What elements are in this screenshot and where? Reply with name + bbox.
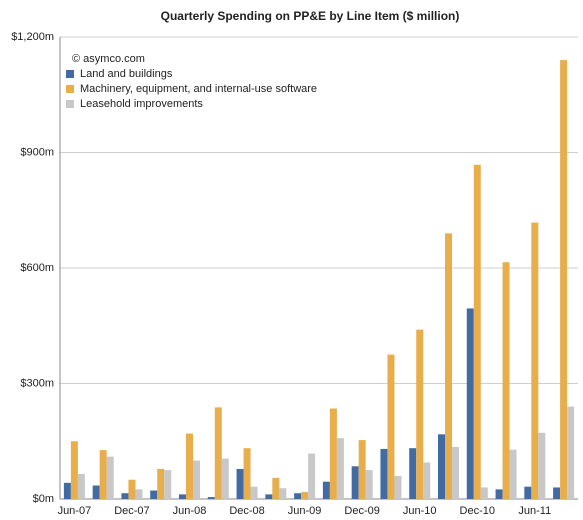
bar: [365, 470, 373, 499]
bar: [157, 468, 165, 499]
bar: [243, 448, 251, 499]
bar: [92, 485, 100, 499]
legend-swatch: [66, 100, 74, 108]
bar: [221, 458, 229, 499]
bar: [387, 354, 395, 499]
bar: [294, 493, 302, 499]
bar: [207, 497, 215, 499]
bar: [193, 460, 200, 499]
x-tick-label: Dec-10: [460, 505, 495, 517]
x-tick-label: Jun-09: [288, 505, 322, 517]
bar: [336, 438, 344, 499]
annotation: © asymco.com: [72, 53, 145, 65]
legend-label: Leasehold improvements: [80, 98, 203, 110]
legend-swatch: [66, 70, 74, 78]
bar: [380, 448, 388, 499]
bar: [409, 448, 417, 499]
bar: [329, 408, 337, 499]
bar: [438, 434, 445, 499]
bar: [186, 433, 193, 499]
bar: [473, 164, 481, 499]
bar: [560, 60, 568, 499]
bar: [531, 222, 539, 499]
x-tick-label: Jun-08: [173, 505, 207, 517]
bar: [272, 477, 280, 499]
bar: [99, 450, 107, 499]
bar: [250, 486, 258, 499]
bar: [265, 494, 273, 499]
bar: [236, 468, 244, 499]
bar: [214, 407, 222, 499]
bar: [524, 486, 532, 499]
bar: [70, 441, 78, 499]
bar: [121, 493, 129, 499]
bar: [128, 479, 136, 499]
bar: [77, 473, 85, 499]
bar: [279, 488, 287, 499]
bar: [150, 490, 158, 499]
bar: [553, 487, 561, 499]
bar: [135, 489, 143, 499]
x-tick-label: Dec-07: [114, 505, 149, 517]
y-tick-label: $1,200m: [11, 31, 54, 43]
bar: [509, 449, 517, 499]
bar: [351, 466, 359, 499]
y-tick-label: $600m: [20, 262, 54, 274]
bar: [538, 432, 546, 499]
bar: [394, 475, 402, 499]
bar: [308, 453, 316, 499]
bar: [416, 329, 424, 499]
bar: [502, 262, 510, 499]
bar: [358, 440, 366, 499]
bar: [445, 233, 452, 499]
x-tick-label: Jun-10: [403, 505, 437, 517]
x-tick-label: Dec-09: [344, 505, 379, 517]
legend-swatch: [66, 85, 74, 93]
legend-label: Machinery, equipment, and internal-use s…: [80, 83, 317, 95]
y-tick-label: $0m: [33, 493, 54, 505]
x-tick-label: Dec-08: [229, 505, 264, 517]
x-tick-label: Jun-07: [58, 505, 92, 517]
bar: [164, 470, 172, 499]
chart-title: Quarterly Spending on PP&E by Line Item …: [161, 9, 460, 23]
bar: [301, 492, 309, 499]
x-tick-label: Jun-11: [518, 505, 551, 517]
bar: [63, 482, 71, 499]
bar: [106, 456, 114, 499]
bar: [179, 494, 186, 499]
bar: [480, 487, 488, 499]
bar: [452, 447, 459, 499]
y-tick-label: $900m: [20, 146, 54, 158]
bar: [567, 406, 575, 499]
bar: [495, 489, 503, 499]
y-tick-label: $300m: [20, 377, 54, 389]
bar: [322, 481, 330, 499]
bar: [423, 462, 431, 499]
legend-label: Land and buildings: [80, 68, 173, 80]
bar: [466, 308, 474, 499]
